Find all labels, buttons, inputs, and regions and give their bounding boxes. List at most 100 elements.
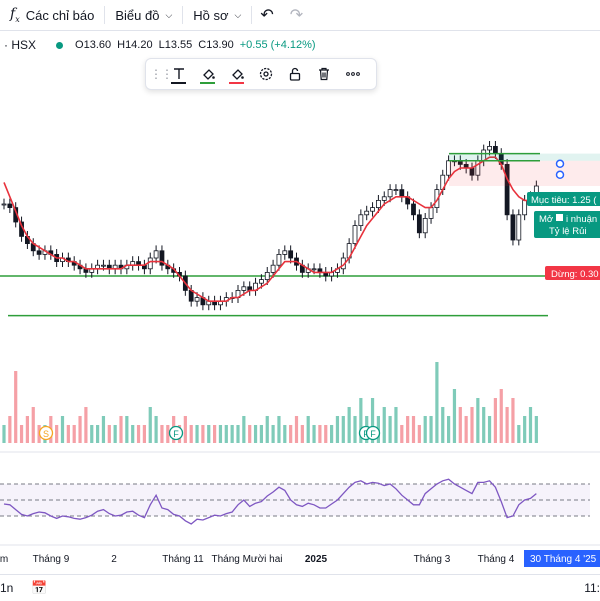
candle-body [516, 214, 522, 241]
line-color-icon[interactable] [222, 61, 251, 87]
chevron-down-icon: ⌵ [165, 9, 173, 20]
volume-bar [19, 425, 24, 443]
change-value: +0.55 (+4.12%) [239, 39, 316, 51]
event-marker-circle [365, 425, 381, 441]
text-icon[interactable] [164, 61, 193, 87]
volume-bar [14, 371, 18, 443]
volume-bar [411, 416, 416, 443]
candle-body [364, 210, 370, 216]
volume-bar [359, 398, 363, 443]
volume-bar [8, 416, 12, 443]
position-info-box [534, 211, 600, 238]
volume-bar [394, 407, 398, 443]
chart-type-button[interactable]: Biểu đồ ⌵ [105, 0, 182, 30]
volume-bar [55, 425, 59, 443]
candle-body [241, 286, 247, 291]
open-value: O13.60 [75, 39, 112, 51]
volume-bar [312, 425, 316, 443]
candle-body [446, 160, 452, 176]
volume-bar [335, 416, 340, 443]
profile-label: Hồ sơ [193, 7, 229, 23]
ohlc-legend: · HSX O13.60 H14.20 L13.55 C13.90 +0.55 … [0, 36, 316, 54]
volume-bar [131, 425, 135, 443]
volume-bar [136, 425, 141, 443]
candle-body [434, 189, 440, 209]
volume-bar [534, 416, 538, 443]
volume-bar [201, 425, 205, 443]
candle-body [522, 199, 528, 216]
volume-bar [183, 416, 187, 443]
volume-bar [464, 416, 468, 443]
candle-body [36, 250, 42, 255]
clock-label: 11: [584, 581, 600, 595]
drawing-toolbar: ⋮⋮ [145, 58, 377, 90]
profit-zone [449, 153, 600, 161]
resize-handle [555, 170, 565, 180]
volume-bar [142, 425, 146, 443]
profile-button[interactable]: Hồ sơ ⌵ [183, 0, 251, 30]
volume-bar [300, 425, 304, 443]
volume-bar [259, 425, 263, 443]
volume-bar [289, 425, 293, 443]
indicators-label: Các chỉ báo [25, 7, 95, 23]
volume-bar [505, 407, 509, 443]
fill-color-icon[interactable] [193, 61, 222, 87]
volume-bar [25, 416, 29, 443]
volume-bar [189, 425, 193, 443]
event-marker-circle [168, 425, 184, 441]
volume-bar [283, 425, 287, 443]
candle-body [159, 250, 165, 266]
volume-bar [119, 416, 123, 443]
volume-bar [265, 416, 269, 443]
volume-bar [441, 407, 445, 443]
volume-bar [435, 362, 439, 443]
volume-bar [31, 407, 35, 443]
volume-bar [476, 398, 480, 443]
x-axis-tick-label: Tháng 9 [33, 554, 70, 565]
candle-body [352, 225, 358, 245]
volume-bar [493, 398, 497, 443]
indicators-button[interactable]: fx Các chỉ báo [0, 0, 104, 30]
volume-bar [113, 425, 117, 443]
timeframe-button[interactable]: 1n [0, 581, 14, 595]
volume-bar [528, 407, 533, 443]
x-axis-tick-label: Tháng 3 [414, 554, 451, 565]
candle-body [7, 203, 13, 208]
trash-icon[interactable] [309, 61, 338, 87]
candle-body [276, 253, 282, 266]
grip-icon[interactable]: ⋮⋮ [150, 67, 173, 81]
volume-bar [148, 407, 152, 443]
volume-bar [499, 389, 503, 443]
volume-bar [482, 407, 486, 443]
more-icon[interactable] [338, 61, 367, 87]
stop-label-box [545, 266, 600, 280]
volume-bar [2, 425, 6, 443]
volume-bar [523, 416, 527, 443]
redo-icon[interactable]: ↷ [289, 7, 304, 24]
candle-body [194, 297, 200, 302]
rsi-line [3, 478, 537, 525]
symbol-label[interactable]: · HSX [4, 38, 37, 52]
volume-bar [406, 416, 410, 443]
volume-bar [423, 416, 427, 443]
volume-bar [487, 416, 492, 443]
volume-bar [78, 416, 82, 443]
volume-bar [154, 416, 158, 443]
x-axis-tick-label: Tháng Mười hai [211, 554, 282, 565]
x-axis-tick-label: 2025 [305, 554, 328, 565]
undo-icon[interactable]: ↶ [260, 7, 274, 24]
candle-body [311, 268, 317, 271]
loss-zone [449, 160, 600, 186]
candle-body [358, 214, 364, 227]
candle-body [387, 189, 393, 198]
market-status-dot [56, 41, 64, 49]
top-toolbar: fx Các chỉ báo Biểu đồ ⌵ Hồ sơ ⌵ ↶ ↷ [0, 0, 600, 31]
lock-icon[interactable] [280, 61, 309, 87]
candle-body [264, 271, 270, 280]
bottom-toolbar: 1n 📅 11: [0, 574, 600, 601]
calendar-icon[interactable]: 📅 [31, 580, 48, 595]
low-value: L13.55 [158, 39, 193, 51]
settings-icon[interactable] [251, 61, 280, 87]
event-marker-label: F [173, 429, 179, 439]
